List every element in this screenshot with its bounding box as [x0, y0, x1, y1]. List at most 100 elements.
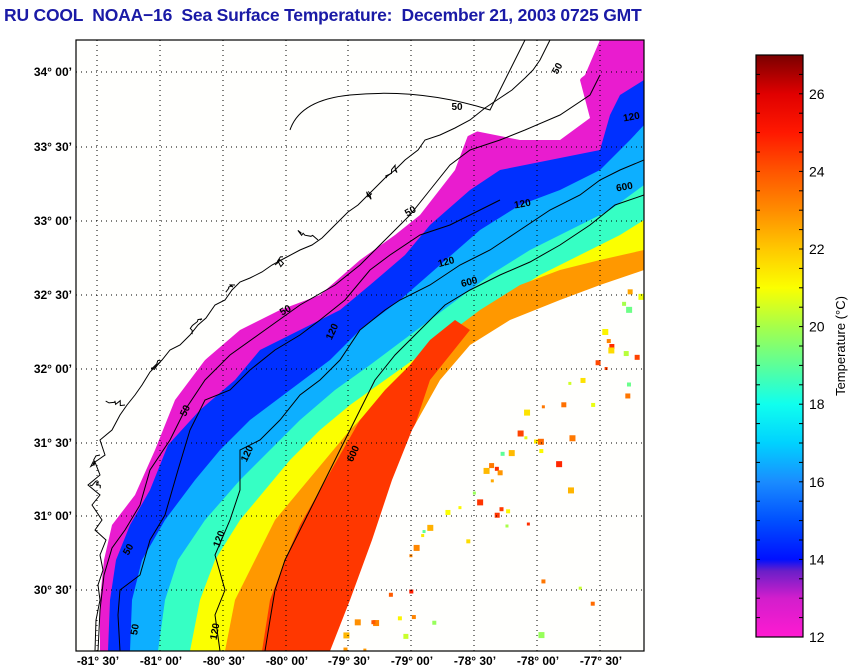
- colorbar-tick-label: 20: [809, 319, 825, 335]
- isobath-label: 120: [513, 198, 532, 212]
- isobath-label: 50: [403, 204, 419, 219]
- sst-pixel: [397, 616, 402, 621]
- sst-band: [262, 320, 470, 651]
- latitude-tick-label: 34° 00’: [34, 65, 72, 79]
- sst-pixel: [500, 451, 505, 456]
- sst-pixel: [371, 620, 376, 625]
- sst-pixel: [626, 382, 631, 387]
- estuary-outline: [89, 454, 101, 468]
- sst-pixel: [634, 354, 640, 360]
- sst-pixel: [472, 491, 476, 495]
- sst-pixel: [411, 615, 416, 620]
- longitude-tick-label: -77° 30’: [580, 654, 622, 668]
- sst-pixel: [363, 648, 367, 651]
- sst-pixel: [623, 351, 629, 357]
- isobath-line: [264, 194, 644, 651]
- longitude-tick-label: -80° 00’: [266, 654, 308, 668]
- isobath-label: 50: [451, 102, 463, 113]
- isobath-label: 120: [209, 622, 223, 641]
- sst-pixel: [534, 439, 539, 444]
- sst-pixel: [427, 524, 434, 531]
- sst-pixel: [354, 619, 361, 626]
- latitude-tick-label: 33° 30’: [34, 140, 72, 154]
- sst-pixel: [622, 301, 627, 306]
- sst-pixel: [373, 620, 380, 627]
- latitude-tick-label: 31° 30’: [34, 436, 72, 450]
- sst-pixel: [578, 586, 582, 590]
- sst-pixel: [343, 632, 350, 639]
- sst-pixel: [626, 306, 633, 313]
- sst-pixel: [403, 633, 409, 639]
- sst-pixel: [539, 449, 544, 454]
- sst-pixel: [537, 438, 544, 445]
- estuary-outline: [385, 163, 398, 179]
- sst-pixel: [477, 499, 484, 506]
- isobath-label: 600: [460, 275, 479, 290]
- longitude-tick-label: -80° 30’: [203, 654, 245, 668]
- sst-pixel: [413, 544, 420, 551]
- sst-pixel: [421, 534, 425, 538]
- estuary-outline: [274, 256, 285, 268]
- sst-pixel: [343, 647, 348, 651]
- sst-pixel: [595, 360, 601, 366]
- latitude-axis: 34° 00’ 33° 30’ 33° 00’ 32° 30’ 32° 00’ 31° 3…: [34, 65, 72, 597]
- chart-title: RU COOL NOAA−16 Sea Surface Temperature:…: [4, 5, 642, 25]
- isobath-line: [76, 40, 526, 131]
- isobath-label: 50: [178, 403, 193, 418]
- sst-pixel: [466, 539, 471, 544]
- coastline-path: [87, 40, 551, 651]
- estuary-outline: [105, 399, 126, 407]
- isobath-label: 50: [121, 542, 136, 558]
- sst-pixel: [638, 293, 644, 300]
- sst-pixel: [556, 461, 563, 468]
- sst-pixel: [524, 409, 531, 416]
- longitude-tick-label: -79° 30’: [328, 654, 370, 668]
- latitude-tick-label: 32° 00’: [34, 362, 72, 376]
- longitude-tick-label: -81° 00’: [140, 654, 182, 668]
- sst-layer: [76, 40, 644, 651]
- estuary-outline: [89, 480, 101, 489]
- longitude-axis: -81° 30’ -81° 00’ -80° 30’ -80° 00’ -79° 30’…: [77, 654, 622, 668]
- colorbar-tick-label: 22: [809, 241, 825, 257]
- sst-pixel: [561, 402, 567, 408]
- colorbar: 12 14 16 18 20 22 24 26 Temperature (°C): [755, 54, 848, 645]
- sst-pixel: [609, 344, 615, 350]
- sst-pixel: [517, 430, 524, 437]
- sst-pixel: [494, 512, 500, 518]
- sst-pixel: [483, 467, 490, 474]
- sst-pixel: [508, 450, 515, 457]
- sst-pixel: [524, 436, 528, 440]
- longitude-tick-label: -78° 30’: [454, 654, 496, 668]
- colorbar-tick-label: 18: [809, 396, 825, 412]
- latitude-tick-label: 32° 30’: [34, 288, 72, 302]
- land-area: [76, 40, 600, 651]
- colorbar-tick-label: 16: [809, 474, 825, 490]
- isobath-label: 120: [622, 111, 641, 125]
- sst-pixel: [625, 393, 631, 399]
- colorbar-gradient: [755, 54, 804, 638]
- longitude-tick-label: -81° 30’: [77, 654, 119, 668]
- sst-pixel: [494, 466, 499, 471]
- sst-pixel: [445, 509, 451, 515]
- colorbar-tick-label: 24: [809, 163, 825, 179]
- sst-pixel: [409, 589, 414, 594]
- estuary-outline: [297, 230, 319, 241]
- sst-pixel: [568, 381, 572, 385]
- estuary-outline: [366, 191, 373, 200]
- plot-frame: [75, 39, 645, 652]
- isobath-label: 50: [129, 623, 142, 636]
- sst-pixel: [606, 339, 611, 344]
- sst-pixel: [569, 435, 576, 442]
- estuary-outline: [189, 318, 203, 335]
- sst-pixel: [627, 289, 633, 295]
- sst-pixel: [489, 463, 495, 469]
- isobath-label: 50: [278, 303, 294, 318]
- sst-pixel: [458, 506, 462, 510]
- sst-pixel: [388, 592, 393, 597]
- sst-pixel: [497, 470, 503, 476]
- sst-pixel: [567, 487, 574, 494]
- isobath-label: 50: [550, 61, 565, 77]
- cloud-mask: [330, 270, 644, 651]
- isobath-line: [97, 74, 601, 651]
- isobath-label: 120: [437, 255, 456, 270]
